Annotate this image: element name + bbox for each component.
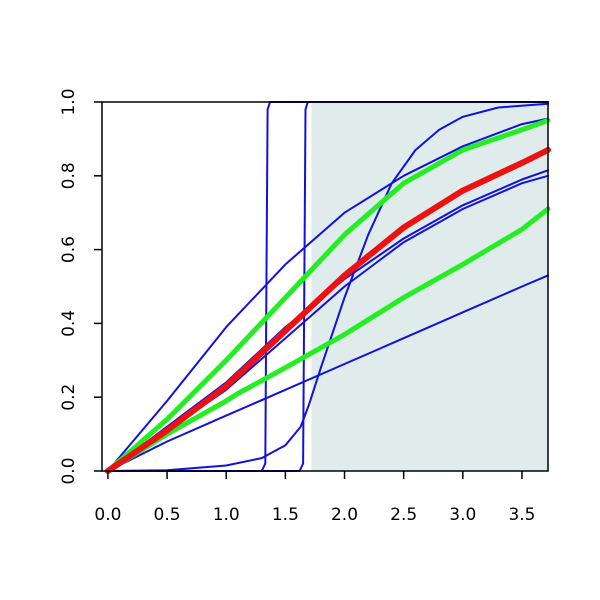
x-tick-label: 1.0 bbox=[213, 505, 240, 525]
y-tick-label: 1.0 bbox=[59, 88, 79, 115]
series-line-7 bbox=[106, 274, 549, 472]
x-tick-label: 0.0 bbox=[94, 505, 121, 525]
x-tick-label: 2.0 bbox=[331, 505, 358, 525]
series-line-1 bbox=[104, 147, 551, 474]
y-tick-label: 0.2 bbox=[59, 384, 79, 411]
y-tick-label: 0.8 bbox=[59, 162, 79, 189]
series-line-2 bbox=[105, 117, 551, 474]
y-tick-label: 0.6 bbox=[59, 236, 79, 263]
y-tick-label: 0.4 bbox=[59, 310, 79, 337]
x-tick-label: 2.5 bbox=[390, 505, 417, 525]
x-tick-label: 0.5 bbox=[154, 505, 181, 525]
x-tick-label: 3.0 bbox=[449, 505, 476, 525]
y-tick-label: 0.0 bbox=[59, 457, 79, 484]
series-line-3 bbox=[105, 206, 551, 474]
plot-frame bbox=[101, 101, 549, 472]
series-line-8 bbox=[106, 102, 549, 472]
x-tick-label: 3.5 bbox=[508, 505, 535, 525]
series-line-4 bbox=[106, 117, 549, 472]
x-tick-label: 1.5 bbox=[272, 505, 299, 525]
shaded-region bbox=[311, 102, 548, 471]
